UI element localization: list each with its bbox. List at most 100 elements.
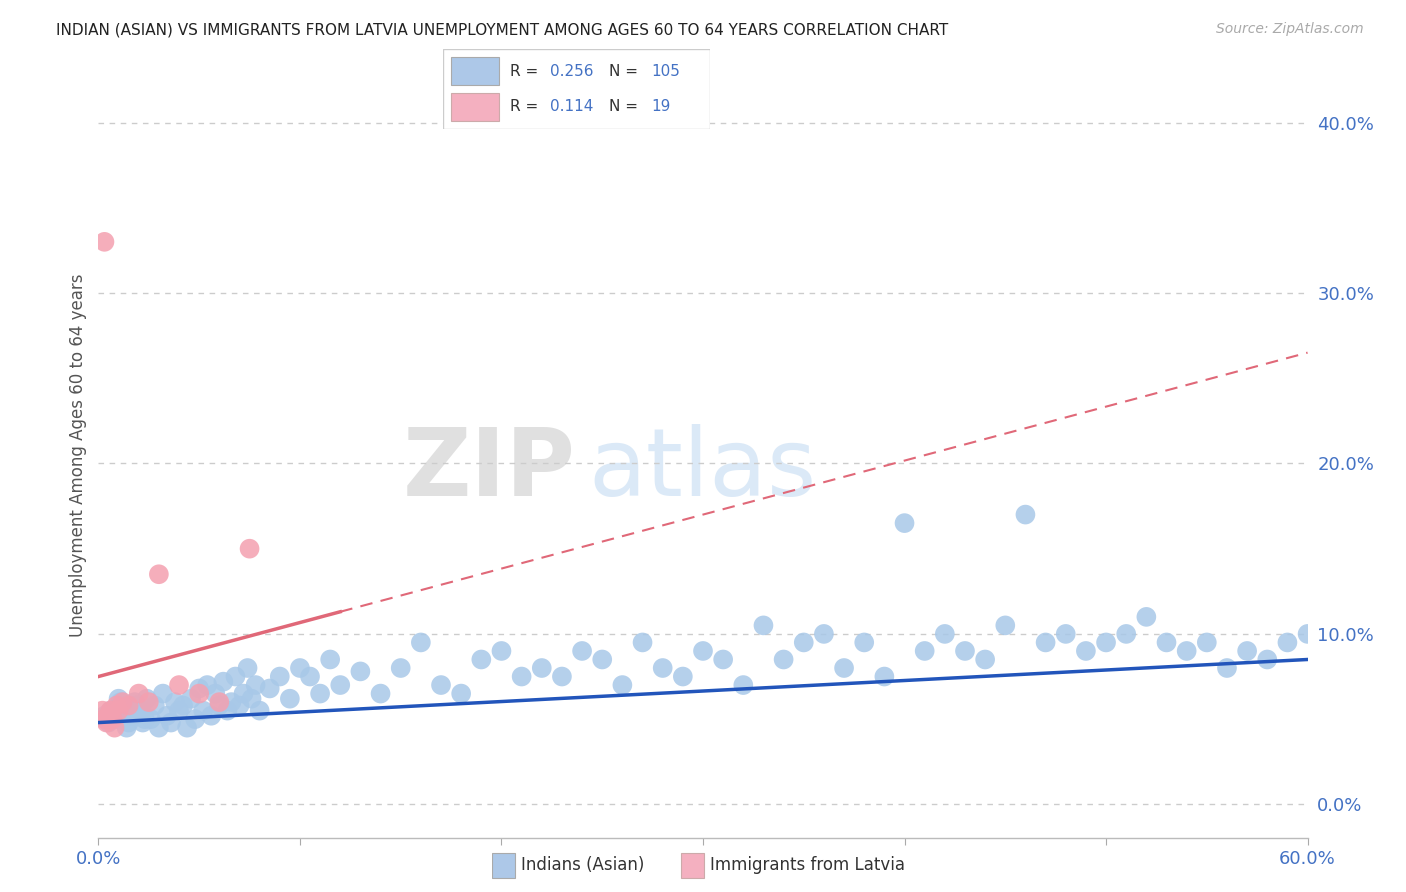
Point	[370, 687, 392, 701]
Point	[167, 678, 190, 692]
Point	[470, 652, 492, 666]
Point	[138, 695, 160, 709]
Text: R =: R =	[509, 64, 543, 79]
Text: Source: ZipAtlas.com: Source: ZipAtlas.com	[1216, 22, 1364, 37]
Point	[103, 721, 125, 735]
Text: N =: N =	[609, 99, 647, 114]
Point	[163, 695, 186, 709]
Point	[651, 661, 673, 675]
Bar	[492, 853, 515, 878]
Point	[1115, 627, 1137, 641]
Point	[893, 516, 915, 530]
Point	[692, 644, 714, 658]
Point	[1216, 661, 1239, 675]
Point	[329, 678, 352, 692]
Point	[1195, 635, 1218, 649]
Point	[105, 712, 128, 726]
Point	[409, 635, 432, 649]
Point	[430, 678, 453, 692]
Point	[180, 691, 202, 706]
Point	[319, 652, 342, 666]
Point	[217, 704, 239, 718]
Point	[239, 541, 262, 556]
Point	[96, 712, 118, 726]
Text: atlas: atlas	[588, 425, 817, 516]
Point	[114, 704, 136, 718]
Point	[813, 627, 835, 641]
Point	[139, 712, 162, 726]
Point	[873, 669, 896, 683]
Point	[974, 652, 997, 666]
Point	[772, 652, 794, 666]
Point	[208, 698, 231, 713]
Point	[132, 715, 155, 730]
Point	[259, 681, 281, 696]
Point	[124, 695, 146, 709]
Point	[591, 652, 613, 666]
Point	[612, 678, 634, 692]
Point	[832, 661, 855, 675]
Text: 0.256: 0.256	[550, 64, 593, 79]
Point	[228, 698, 250, 713]
Point	[1054, 627, 1077, 641]
Point	[118, 698, 141, 713]
Point	[249, 704, 271, 718]
Point	[188, 687, 211, 701]
Point	[152, 687, 174, 701]
Point	[125, 698, 148, 713]
Point	[188, 681, 211, 696]
Point	[240, 691, 263, 706]
Point	[134, 712, 156, 726]
Point	[93, 235, 115, 249]
Point	[733, 678, 755, 692]
Point	[389, 661, 412, 675]
Point	[232, 687, 254, 701]
Point	[101, 712, 124, 726]
Point	[269, 669, 291, 683]
Point	[128, 704, 150, 718]
Point	[93, 708, 115, 723]
Point	[278, 691, 301, 706]
Text: INDIAN (ASIAN) VS IMMIGRANTS FROM LATVIA UNEMPLOYMENT AMONG AGES 60 TO 64 YEARS : INDIAN (ASIAN) VS IMMIGRANTS FROM LATVIA…	[56, 22, 949, 37]
Point	[853, 635, 876, 649]
Point	[97, 715, 120, 730]
Point	[193, 704, 215, 718]
Point	[1296, 627, 1319, 641]
Point	[148, 721, 170, 735]
Point	[236, 661, 259, 675]
Text: Indians (Asian): Indians (Asian)	[522, 856, 645, 874]
Point	[224, 669, 246, 683]
Point	[200, 708, 222, 723]
Bar	[451, 94, 499, 121]
Point	[195, 678, 218, 692]
Point	[91, 704, 114, 718]
Point	[176, 721, 198, 735]
Point	[1277, 635, 1299, 649]
Point	[299, 669, 322, 683]
Point	[107, 691, 129, 706]
Point	[129, 704, 152, 718]
Bar	[681, 853, 703, 878]
Text: 105: 105	[651, 64, 681, 79]
Point	[100, 704, 122, 718]
Point	[631, 635, 654, 649]
Point	[1175, 644, 1198, 658]
Point	[793, 635, 815, 649]
Point	[571, 644, 593, 658]
Text: 0.114: 0.114	[550, 99, 593, 114]
Point	[111, 698, 134, 713]
Text: R =: R =	[509, 99, 548, 114]
Point	[221, 695, 243, 709]
Point	[510, 669, 533, 683]
Text: Immigrants from Latvia: Immigrants from Latvia	[710, 856, 905, 874]
Point	[97, 708, 120, 723]
Y-axis label: Unemployment Among Ages 60 to 64 years: Unemployment Among Ages 60 to 64 years	[69, 273, 87, 637]
Point	[672, 669, 695, 683]
Point	[530, 661, 553, 675]
Point	[96, 715, 118, 730]
Point	[934, 627, 956, 641]
Point	[914, 644, 936, 658]
Point	[120, 706, 142, 721]
Point	[1095, 635, 1118, 649]
Point	[103, 708, 125, 723]
